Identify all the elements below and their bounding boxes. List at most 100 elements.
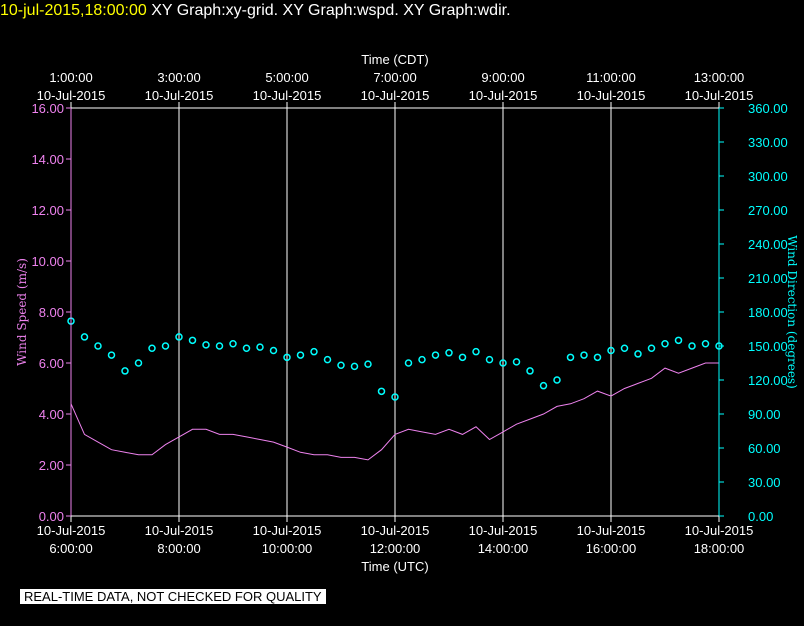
top-tick-time: 9:00:00 bbox=[481, 70, 524, 85]
wind-direction-point bbox=[323, 355, 332, 364]
left-axis-title: Wind Speed (m/s) bbox=[15, 258, 29, 366]
wind-direction-point bbox=[688, 342, 696, 350]
left-tick-label: 10.00 bbox=[31, 254, 64, 269]
wind-direction-point bbox=[148, 344, 156, 353]
wind-direction-point bbox=[566, 353, 575, 362]
wind-direction-point bbox=[94, 342, 102, 350]
wind-direction-point bbox=[364, 360, 372, 368]
bottom-tick-date: 10-Jul-2015 bbox=[469, 523, 538, 538]
wind-direction-point bbox=[350, 362, 359, 371]
wind-direction-point bbox=[445, 349, 453, 357]
top-tick-date: 10-Jul-2015 bbox=[685, 88, 754, 103]
right-tick-label: 210.00 bbox=[748, 271, 788, 286]
bottom-tick-date: 10-Jul-2015 bbox=[361, 523, 430, 538]
right-tick-label: 330.00 bbox=[748, 135, 788, 150]
top-tick-time: 5:00:00 bbox=[265, 70, 308, 85]
top-tick-date: 10-Jul-2015 bbox=[577, 88, 646, 103]
top-tick-date: 10-Jul-2015 bbox=[145, 88, 214, 103]
wind-direction-point bbox=[701, 339, 710, 348]
wind-direction-point bbox=[283, 353, 291, 362]
bottom-tick-date: 10-Jul-2015 bbox=[37, 523, 106, 538]
quality-note: REAL-TIME DATA, NOT CHECKED FOR QUALITY bbox=[20, 589, 326, 604]
bottom-tick-time: 10:00:00 bbox=[262, 541, 313, 556]
wind-direction-point bbox=[418, 355, 426, 364]
top-tick-date: 10-Jul-2015 bbox=[361, 88, 430, 103]
wind-direction-point bbox=[593, 353, 602, 362]
wind-direction-point bbox=[310, 347, 318, 356]
wind-direction-point bbox=[620, 344, 629, 353]
wind-direction-point bbox=[526, 367, 534, 375]
top-tick-time: 13:00:00 bbox=[694, 70, 745, 85]
wind-direction-point bbox=[472, 347, 480, 356]
wind-direction-point bbox=[391, 393, 399, 401]
right-tick-label: 150.00 bbox=[748, 339, 788, 354]
bottom-tick-date: 10-Jul-2015 bbox=[577, 523, 646, 538]
wind-direction-point bbox=[674, 336, 683, 345]
right-tick-label: 0.00 bbox=[748, 509, 773, 524]
right-tick-label: 180.00 bbox=[748, 305, 788, 320]
left-tick-label: 0.00 bbox=[39, 509, 64, 524]
axis-labels: Time (CDT) 1:00:00 10-Jul-2015 3:00:00 10-Ju… bbox=[15, 52, 799, 574]
left-tick-label: 2.00 bbox=[39, 458, 64, 473]
wind-direction-point bbox=[269, 346, 278, 355]
wind-direction-point bbox=[134, 359, 143, 367]
header-graph-titles: XY Graph:xy-grid. XY Graph:wspd. XY Grap… bbox=[151, 2, 511, 19]
wind-direction-point bbox=[512, 358, 521, 366]
bottom-tick-date: 10-Jul-2015 bbox=[253, 523, 322, 538]
wind-direction-point bbox=[215, 342, 224, 350]
top-tick-time: 11:00:00 bbox=[586, 70, 636, 85]
top-tick-date: 10-Jul-2015 bbox=[37, 88, 106, 103]
right-tick-label: 360.00 bbox=[748, 101, 788, 116]
bottom-tick-time: 16:00:00 bbox=[586, 541, 637, 556]
bottom-tick-time: 18:00:00 bbox=[694, 541, 745, 556]
wind-direction-point bbox=[377, 387, 386, 396]
grid-lines bbox=[70, 108, 720, 516]
top-axis-title: Time (CDT) bbox=[361, 52, 428, 67]
wind-direction-point bbox=[404, 359, 413, 367]
bottom-tick-time: 8:00:00 bbox=[157, 541, 200, 556]
top-tick-time: 7:00:00 bbox=[373, 70, 416, 85]
bottom-axis-title: Time (UTC) bbox=[361, 559, 428, 574]
right-tick-label: 300.00 bbox=[748, 169, 788, 184]
bottom-tick-date: 10-Jul-2015 bbox=[145, 523, 214, 538]
right-tick-label: 240.00 bbox=[748, 237, 788, 252]
left-tick-label: 16.00 bbox=[31, 101, 64, 116]
top-tick-date: 10-Jul-2015 bbox=[253, 88, 322, 103]
right-tick-label: 60.00 bbox=[748, 441, 781, 456]
right-tick-label: 30.00 bbox=[748, 475, 781, 490]
wind-direction-point bbox=[202, 341, 210, 349]
wind-direction-point bbox=[458, 353, 467, 362]
header-timestamp: 10-jul-2015,18:00:00 bbox=[0, 2, 147, 19]
wind-direction-point bbox=[485, 355, 494, 364]
wind-direction-point bbox=[296, 351, 305, 359]
left-tick-label: 4.00 bbox=[39, 407, 64, 422]
wind-direction-point bbox=[175, 333, 183, 341]
bottom-tick-time: 12:00:00 bbox=[370, 541, 421, 556]
left-tick-label: 12.00 bbox=[31, 203, 64, 218]
wind-direction-point bbox=[107, 351, 116, 359]
right-axis-title: Wind Direction (degrees) bbox=[785, 235, 799, 389]
wind-direction-point bbox=[337, 361, 345, 370]
wind-direction-point bbox=[539, 381, 548, 390]
wind-direction-point bbox=[188, 336, 197, 345]
wind-direction-point bbox=[634, 350, 642, 358]
bottom-tick-time: 6:00:00 bbox=[49, 541, 92, 556]
wind-direction-point bbox=[661, 339, 669, 348]
wind-direction-point bbox=[431, 351, 440, 359]
bottom-tick-time: 14:00:00 bbox=[478, 541, 529, 556]
axes bbox=[66, 102, 724, 522]
wind-direction-point bbox=[242, 344, 251, 353]
wind-direction-point bbox=[499, 359, 507, 367]
top-tick-time: 3:00:00 bbox=[157, 70, 200, 85]
right-tick-label: 270.00 bbox=[748, 203, 788, 218]
top-tick-time: 1:00:00 bbox=[49, 70, 92, 85]
wind-direction-point bbox=[256, 343, 264, 351]
left-tick-label: 8.00 bbox=[39, 305, 64, 320]
wind-speed-series bbox=[70, 362, 719, 461]
wind-direction-point bbox=[121, 367, 129, 375]
bottom-tick-date: 10-Jul-2015 bbox=[685, 523, 754, 538]
wind-direction-point bbox=[647, 344, 656, 353]
top-tick-date: 10-Jul-2015 bbox=[469, 88, 538, 103]
wind-direction-point bbox=[161, 342, 170, 350]
